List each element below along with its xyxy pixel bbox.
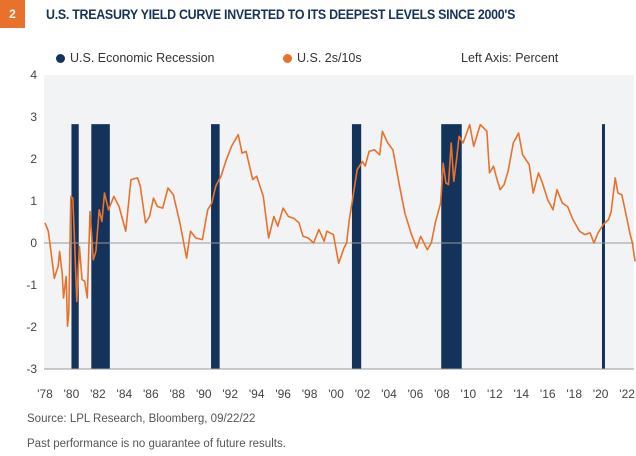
recession-bar: [351, 124, 362, 369]
x-tick-label: '08: [434, 387, 450, 401]
x-tick-label: '10: [461, 387, 477, 401]
series-line-2s10s: [44, 123, 636, 328]
x-tick-label: '14: [513, 387, 529, 401]
y-tick-label: 3: [30, 110, 37, 124]
x-tick-label: '18: [566, 387, 582, 401]
x-tick-label: '96: [275, 387, 291, 401]
x-tick-label: '86: [143, 387, 159, 401]
y-tick-label: 0: [30, 236, 37, 250]
legend-swatch-recession: [56, 53, 65, 63]
plot-background: [44, 75, 634, 369]
x-tick-label: '06: [408, 387, 424, 401]
x-tick-label: '92: [222, 387, 238, 401]
y-tick-label: -2: [26, 320, 37, 334]
x-tick-label: '22: [619, 387, 635, 401]
y-tick-label: 4: [30, 68, 37, 82]
disclaimer: Past performance is no guarantee of futu…: [27, 438, 286, 450]
y-tick-label: -1: [26, 278, 37, 292]
source-note: Source: LPL Research, Bloomberg, 09/22/2…: [27, 413, 256, 425]
chart-number-badge: 2: [0, 0, 25, 28]
x-tick-label: '02: [355, 387, 371, 401]
x-tick-label: '88: [169, 387, 185, 401]
x-tick-label: '94: [249, 387, 265, 401]
x-tick-label: '84: [117, 387, 133, 401]
x-tick-label: '16: [540, 387, 556, 401]
x-tick-label: '20: [593, 387, 609, 401]
recession-bar: [211, 124, 220, 369]
y-tick-label: 2: [30, 152, 37, 166]
x-tick-label: '98: [302, 387, 318, 401]
x-tick-label: '12: [487, 387, 503, 401]
legend-label-recession: U.S. Economic Recession: [70, 51, 215, 65]
x-tick-label: '00: [328, 387, 344, 401]
recession-bar: [441, 124, 462, 369]
x-tick-label: '82: [90, 387, 106, 401]
legend-label-2s10s: U.S. 2s/10s: [297, 51, 362, 65]
x-tick-label: '04: [381, 387, 397, 401]
x-tick-label: '78: [37, 387, 53, 401]
x-tick-label: '90: [196, 387, 212, 401]
recession-bar: [601, 124, 605, 369]
chart-title: U.S. TREASURY YIELD CURVE INVERTED TO IT…: [46, 7, 516, 22]
y-tick-label: 1: [30, 194, 37, 208]
recession-bar: [91, 124, 110, 369]
y-tick-label: -3: [26, 362, 37, 376]
legend-swatch-2s10s: [283, 53, 292, 63]
legend-item-recession: U.S. Economic Recession: [56, 51, 215, 65]
axis-note: Left Axis: Percent: [461, 51, 559, 65]
legend-item-2s10s: U.S. 2s/10s: [283, 51, 362, 65]
x-tick-label: '80: [64, 387, 80, 401]
